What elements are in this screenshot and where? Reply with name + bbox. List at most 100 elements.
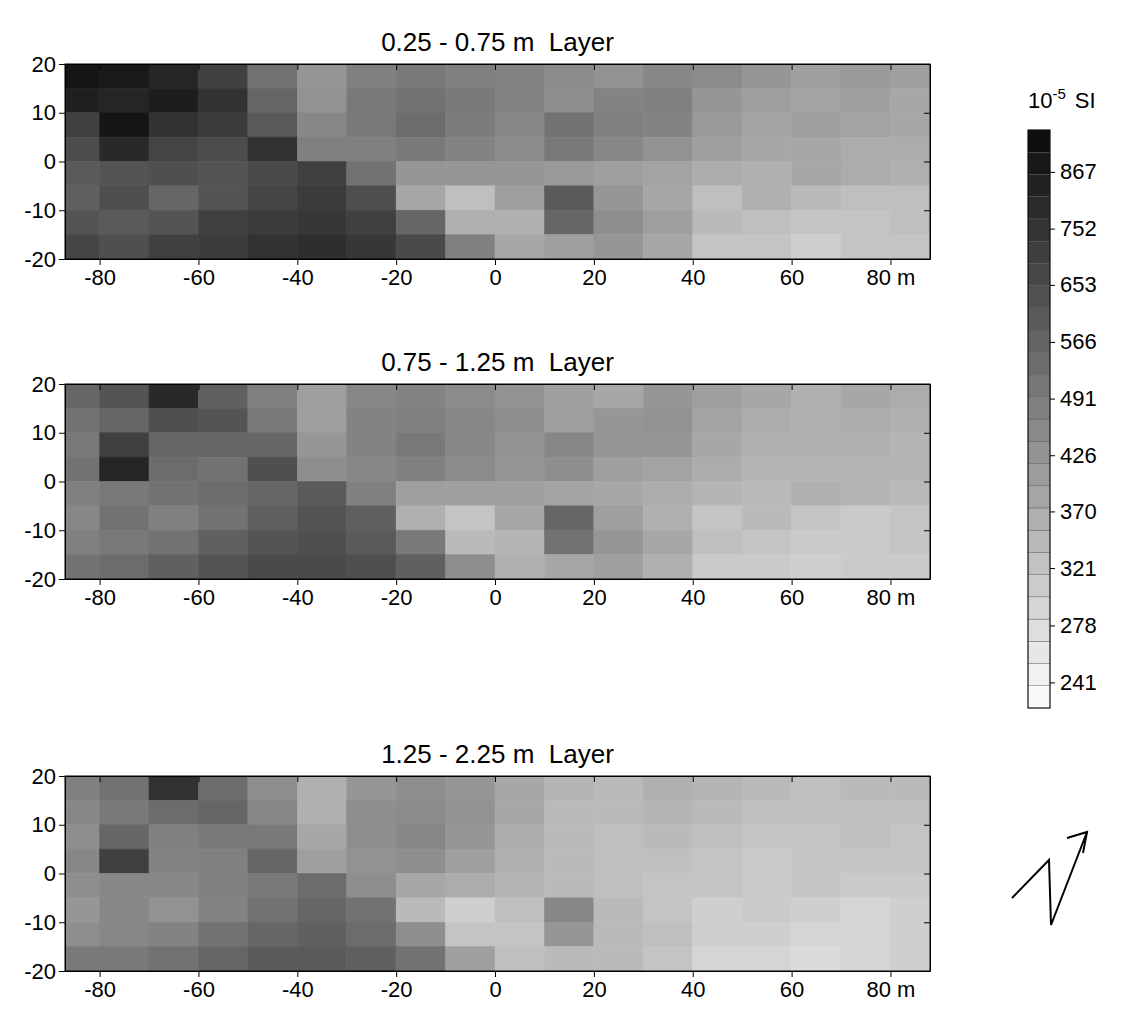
tick-mark bbox=[198, 384, 199, 390]
tick bbox=[924, 162, 930, 163]
cell bbox=[100, 433, 149, 457]
cell bbox=[297, 947, 346, 971]
tick: -40 bbox=[282, 579, 314, 610]
tick-mark bbox=[924, 874, 930, 875]
cell bbox=[594, 137, 643, 161]
cell bbox=[297, 384, 346, 408]
cell bbox=[742, 88, 791, 112]
cell bbox=[841, 898, 890, 922]
cell bbox=[446, 506, 495, 530]
cell bbox=[841, 433, 890, 457]
tick-mark bbox=[100, 776, 101, 782]
tick: 10 bbox=[32, 812, 65, 837]
tick-mark bbox=[59, 825, 65, 826]
cell bbox=[594, 162, 643, 186]
cell bbox=[149, 874, 198, 898]
cell bbox=[495, 898, 544, 922]
tick-label: -20 bbox=[24, 247, 56, 272]
tick bbox=[924, 433, 930, 434]
tick: 20 bbox=[582, 259, 606, 290]
cell bbox=[446, 235, 495, 259]
cell bbox=[594, 186, 643, 210]
tick bbox=[198, 64, 199, 70]
tick-mark bbox=[594, 64, 595, 70]
colorbar-band bbox=[1028, 486, 1050, 508]
cell bbox=[792, 457, 841, 481]
tick-label: -10 bbox=[24, 910, 56, 935]
cell bbox=[594, 776, 643, 800]
cell bbox=[100, 384, 149, 408]
cell bbox=[693, 457, 742, 481]
cell bbox=[693, 898, 742, 922]
tick-label: 752 bbox=[1060, 216, 1097, 241]
axis-line bbox=[65, 385, 66, 580]
colorbar: 24127832137042649156665375286710-5SI bbox=[1028, 85, 1097, 709]
cell bbox=[149, 947, 198, 971]
cell bbox=[495, 482, 544, 506]
tick: -20 bbox=[381, 259, 413, 290]
cell bbox=[495, 776, 544, 800]
cell bbox=[149, 530, 198, 554]
colorbar-label-unit: SI bbox=[1075, 88, 1096, 113]
cell bbox=[396, 898, 445, 922]
cell bbox=[643, 874, 692, 898]
cell bbox=[149, 210, 198, 234]
tick-label: 40 bbox=[681, 265, 705, 290]
tick-label: 40 bbox=[681, 585, 705, 610]
cell bbox=[693, 922, 742, 946]
cell bbox=[792, 482, 841, 506]
tick-label: 10 bbox=[32, 420, 56, 445]
tick-mark bbox=[594, 776, 595, 782]
cell bbox=[742, 482, 791, 506]
cell bbox=[544, 113, 593, 137]
axis-line bbox=[66, 64, 931, 65]
tick bbox=[693, 776, 694, 782]
cell bbox=[594, 555, 643, 579]
tick-mark bbox=[1050, 229, 1055, 230]
tick bbox=[924, 210, 930, 211]
cell bbox=[446, 113, 495, 137]
tick-mark bbox=[890, 384, 891, 390]
cell bbox=[742, 555, 791, 579]
cell bbox=[544, 88, 593, 112]
cell bbox=[446, 776, 495, 800]
tick-label: 40 bbox=[681, 977, 705, 1002]
cell bbox=[742, 874, 791, 898]
cell bbox=[297, 162, 346, 186]
cell bbox=[100, 555, 149, 579]
tick-label: 491 bbox=[1060, 386, 1097, 411]
cell bbox=[65, 898, 100, 922]
panel: -80-60-40-20020406080 m-20-10010201.25 -… bbox=[24, 739, 940, 1002]
cell bbox=[297, 825, 346, 849]
tick: 752 bbox=[1050, 216, 1097, 241]
tick-mark bbox=[693, 64, 694, 70]
cell bbox=[742, 800, 791, 824]
cell bbox=[792, 849, 841, 873]
tick-label: 10 bbox=[32, 812, 56, 837]
cell bbox=[149, 506, 198, 530]
cell bbox=[693, 113, 742, 137]
colorbar-band bbox=[1028, 552, 1050, 574]
cell bbox=[890, 530, 930, 554]
cell bbox=[198, 384, 247, 408]
cell bbox=[347, 433, 396, 457]
cell bbox=[347, 210, 396, 234]
tick: -60 bbox=[183, 971, 215, 1002]
tick-label: 10 bbox=[32, 100, 56, 125]
colorbar-band bbox=[1028, 219, 1050, 241]
tick: 491 bbox=[1050, 386, 1097, 411]
cell bbox=[544, 433, 593, 457]
tick: -20 bbox=[24, 959, 65, 984]
tick-mark bbox=[924, 776, 930, 777]
cell bbox=[248, 874, 297, 898]
cell bbox=[544, 898, 593, 922]
tick: 241 bbox=[1050, 670, 1097, 695]
tick-label: 0 bbox=[489, 977, 501, 1002]
tick: 20 bbox=[582, 579, 606, 610]
tick-mark bbox=[792, 776, 793, 782]
cell bbox=[149, 408, 198, 432]
tick bbox=[693, 384, 694, 390]
colorbar-band bbox=[1028, 641, 1050, 663]
cell bbox=[65, 800, 100, 824]
cell bbox=[594, 457, 643, 481]
